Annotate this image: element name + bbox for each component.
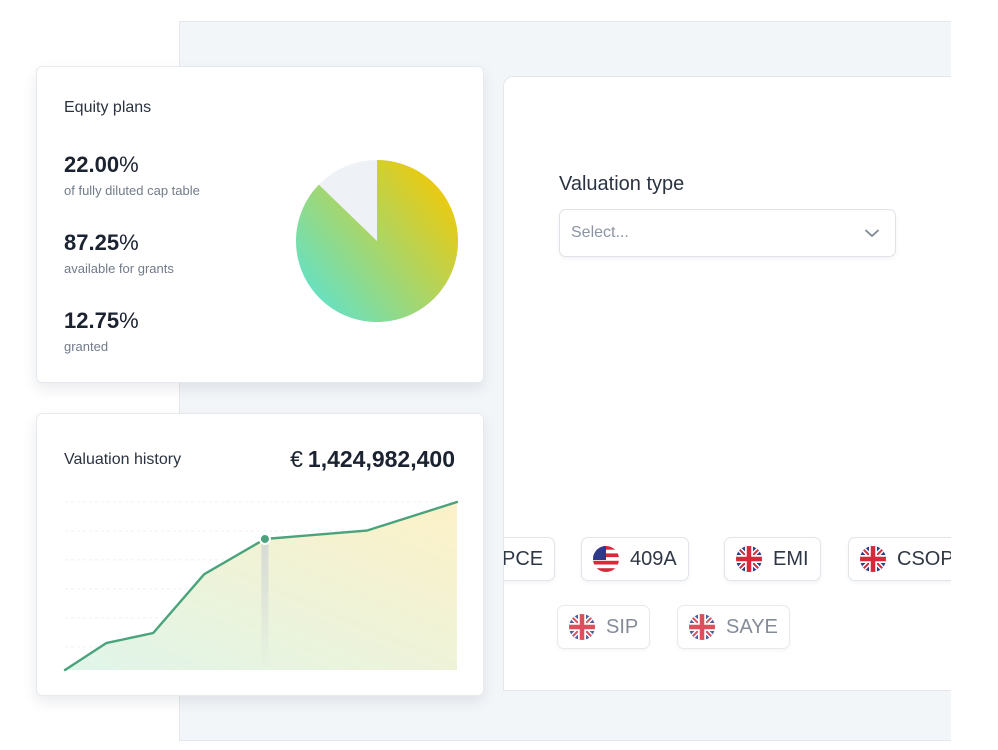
chip-label: CSOP [897, 547, 951, 570]
valuation-amount: €1,424,982,400 [290, 446, 455, 472]
plan-chip-pce[interactable]: PCE [503, 537, 556, 581]
stat-caption: available for grants [64, 261, 174, 276]
valuation-history-card: Valuation history €1,424,982,400 [36, 413, 484, 696]
plan-chip-emi[interactable]: EMI [724, 537, 821, 581]
chip-label: 409A [630, 547, 677, 570]
chevron-down-icon [865, 229, 879, 237]
plan-chip-sip[interactable]: SIP [557, 605, 651, 649]
stat-value-cap-table: 22.00% [64, 152, 139, 177]
uk-flag-icon [860, 546, 886, 572]
area-fill [65, 502, 457, 670]
equity-plans-card: Equity plans 22.00% of fully diluted cap… [36, 66, 484, 383]
valuation-type-select[interactable]: Select... [559, 209, 896, 257]
card-title: Equity plans [64, 99, 152, 116]
us-flag-icon [593, 546, 619, 572]
plan-chip-409a[interactable]: 409A [581, 537, 689, 581]
valuation-form-panel: Valuation type Select... PCE 409A [503, 76, 951, 691]
chip-label: SAYE [726, 615, 778, 638]
stat-value-available: 87.25% [64, 230, 139, 255]
plan-chip-csop[interactable]: CSOP [848, 537, 951, 581]
stat-caption: of fully diluted cap table [64, 183, 200, 198]
highlight-bar [261, 538, 269, 670]
pie-slice-available [295, 160, 458, 322]
stat-caption: granted [64, 339, 109, 354]
valuation-line-chart [63, 500, 459, 672]
chip-label: PCE [503, 547, 544, 570]
uk-flag-icon [736, 546, 762, 572]
uk-flag-icon [689, 614, 715, 640]
series-line [63, 500, 459, 672]
valuation-type-label: Valuation type [559, 173, 685, 195]
equity-pie-chart [295, 160, 458, 322]
highlight-point [258, 532, 271, 545]
select-placeholder: Select... [571, 224, 629, 241]
chip-label: SIP [606, 615, 639, 638]
card-title: Valuation history [64, 451, 182, 468]
stat-value-granted: 12.75% [64, 308, 139, 333]
chip-label: EMI [773, 547, 809, 570]
uk-flag-icon [569, 614, 595, 640]
plan-chip-saye[interactable]: SAYE [677, 605, 790, 649]
